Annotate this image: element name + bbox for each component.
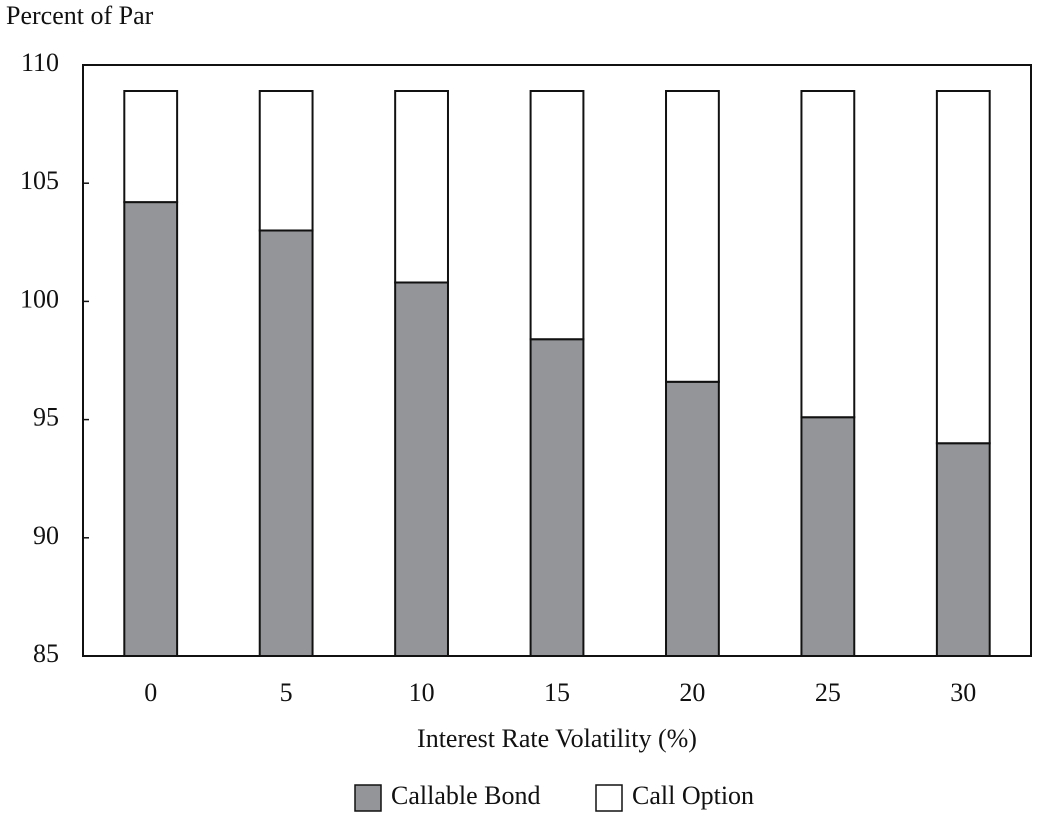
x-tick-label: 5 — [280, 678, 293, 707]
legend-label: Call Option — [632, 781, 754, 810]
bar-segment — [258, 90, 314, 232]
y-tick-label: 90 — [33, 521, 59, 550]
legend-label: Callable Bond — [391, 781, 540, 810]
bar-segment — [123, 201, 179, 657]
x-tick-label: 0 — [144, 678, 157, 707]
bar-segment — [800, 416, 856, 657]
bar-segment — [800, 90, 856, 419]
bar-segment — [529, 90, 585, 341]
x-tick-label: 15 — [544, 678, 570, 707]
x-axis-title: Interest Rate Volatility (%) — [417, 724, 697, 753]
y-tick-label: 110 — [21, 48, 59, 77]
y-tick-label: 100 — [20, 284, 59, 313]
bar-segment — [529, 338, 585, 657]
legend-swatch — [354, 784, 382, 812]
legend-swatch — [595, 784, 623, 812]
bar-segment — [665, 90, 720, 383]
bar-segment — [665, 380, 720, 657]
x-tick-label: 10 — [409, 678, 435, 707]
y-tick-label: 105 — [20, 166, 59, 195]
y-axis-title: Percent of Par — [6, 1, 154, 30]
x-tick-label: 20 — [679, 678, 705, 707]
y-tick-label: 95 — [33, 403, 59, 432]
bar-segment — [935, 90, 991, 445]
bar-segment — [394, 281, 449, 657]
x-tick-label: 30 — [950, 678, 976, 707]
bar-segment — [258, 229, 314, 657]
bar-segment — [394, 90, 449, 284]
bar-segment — [123, 90, 179, 204]
y-tick-label: 85 — [33, 639, 59, 668]
x-tick-label: 25 — [815, 678, 841, 707]
bar-segment — [935, 442, 991, 657]
